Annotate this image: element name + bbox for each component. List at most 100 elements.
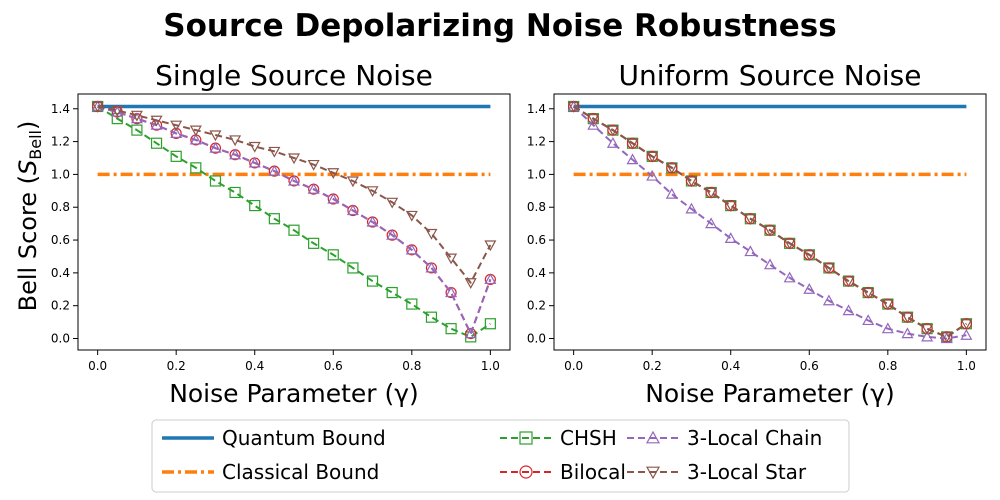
series-line [97,105,491,338]
series-3-local-star [91,101,497,289]
series-bilocal [568,100,972,343]
data-point [665,163,678,175]
x-tick-label: 0.0 [88,359,107,373]
data-point [346,176,359,188]
data-point [484,318,496,330]
data-point [587,114,600,125]
data-point [445,253,458,265]
x-tick-label: 0.2 [167,359,186,373]
x-tick-label: 0.0 [564,359,583,373]
data-point [901,327,914,339]
data-point [91,101,104,113]
x-tick-label: 0.8 [878,359,897,373]
y-tick-label: 0.6 [527,233,546,247]
legend-label: Quantum Bound [222,426,386,450]
data-point [960,328,973,340]
data-point [189,133,202,145]
legend-label: 3-Local Star [687,460,807,484]
data-point [287,174,301,186]
data-point [646,169,659,181]
x-tick-label: 0.2 [643,359,662,373]
data-point [783,271,796,283]
series-line [97,105,492,335]
data-point [464,278,477,289]
data-point [209,175,222,187]
data-point [464,327,477,339]
y-tick-label: 0.4 [527,266,546,280]
x-axis-label: Noise Parameter (γ) [169,379,419,408]
data-point [248,156,261,168]
data-point [445,286,458,298]
data-point [881,299,894,311]
data-point [131,124,143,136]
data-point [386,286,398,299]
data-point [111,105,124,117]
y-tick-label: 0.6 [51,233,70,247]
series-chsh [568,100,972,343]
y-tick-label: 0.0 [527,332,546,346]
plot-area [567,100,973,344]
data-point [111,113,123,125]
panel-title: Uniform Source Noise [619,59,922,92]
ylabel-subscript: Bell [26,130,45,160]
data-point [248,141,261,153]
y-tick-label: 1.0 [51,167,70,181]
data-point [685,176,698,188]
data-point [268,146,281,158]
axes-frame [77,93,511,351]
legend-marker [519,465,533,479]
data-point [150,137,163,149]
series-chsh [92,100,496,343]
legend-marker [645,466,661,480]
data-point [484,240,497,252]
data-point [130,112,143,124]
axes-frame [553,93,987,351]
data-point [724,232,737,244]
legend-label: CHSH [560,426,617,450]
y-tick-label: 0.4 [51,266,70,280]
series-bilocal [92,100,496,340]
x-tick-label: 0.4 [245,359,264,373]
data-point [327,168,340,180]
x-tick-label: 0.6 [324,359,343,373]
legend-label: Classical Bound [222,460,379,484]
data-point [626,138,639,150]
legend: Quantum Bound Classical Bound CHSH Bilocal 3… [151,419,850,493]
data-point [307,159,320,171]
series-3-local-star [567,101,973,344]
series-line [97,105,492,335]
legend-entry: 3-Local Star [627,460,807,484]
data-point [921,330,934,342]
data-point [130,110,143,122]
data-point [705,217,718,229]
data-point [229,148,242,160]
data-point [940,332,953,344]
legend-entry: Classical Bound [162,460,379,484]
shared-y-axis-label: Bell Score (SBell) [14,121,45,312]
ylabel-suffix: ) [14,121,42,130]
chart-panels: Single Source Noise 0.0 0.2 0.4 0.6 0.8 1.0 0.0… [51,59,987,408]
data-point [606,136,619,148]
data-point [425,311,438,323]
data-point [150,118,163,130]
y-tick-label: 0.2 [527,299,546,313]
data-point [346,204,359,216]
y-tick-label: 1.4 [51,102,70,116]
data-point [366,186,379,198]
ylabel-prefix: Bell Score ( [14,175,42,311]
chart-panel-1: Single Source Noise 0.0 0.2 0.4 0.6 0.8 1.0 0.0… [51,59,511,408]
data-point [606,125,619,137]
data-point [209,141,222,153]
y-tick-label: 0.0 [51,332,70,346]
data-point [170,150,182,162]
data-point [665,187,678,199]
y-tick-label: 0.8 [51,200,70,214]
y-tick-label: 0.8 [527,200,546,214]
series-line [573,105,967,338]
data-point [229,135,242,147]
data-point [445,323,457,335]
data-point [921,324,934,335]
data-point [822,263,835,275]
data-point [249,199,261,212]
x-tick-label: 1.0 [481,359,500,373]
